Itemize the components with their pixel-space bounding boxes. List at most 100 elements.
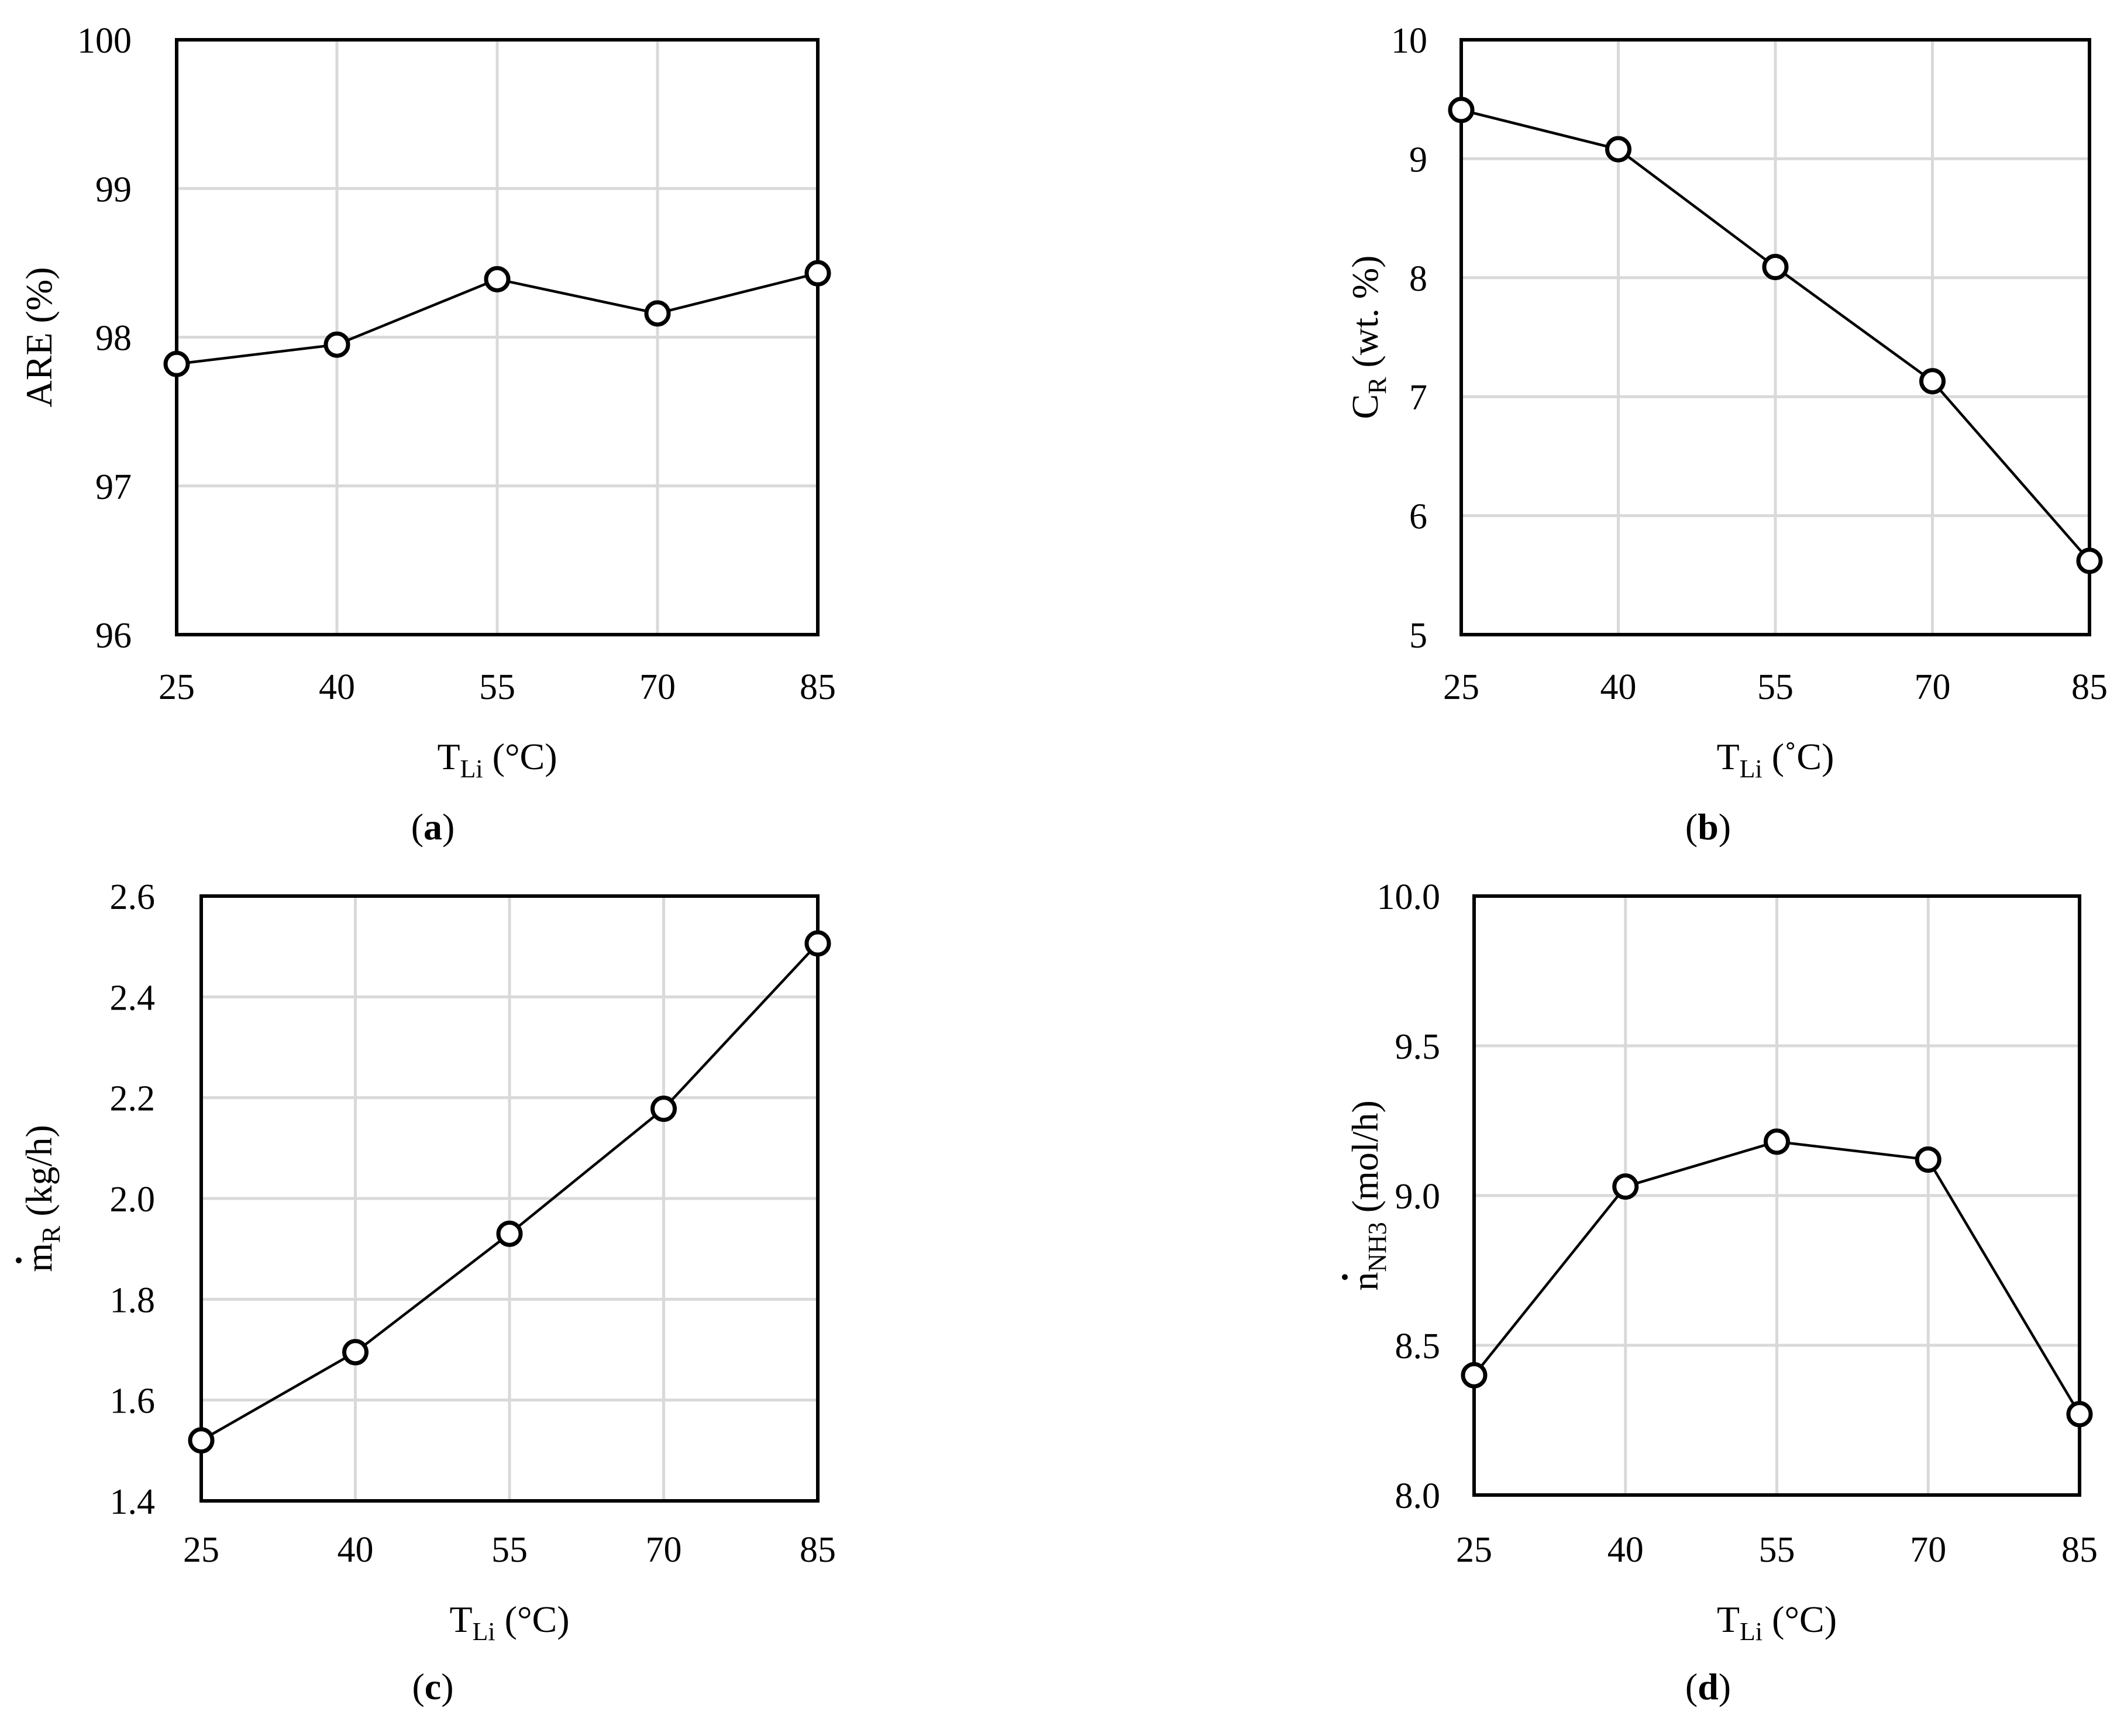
data-point xyxy=(496,1220,523,1247)
y-axis-title-unit: (wt. %) xyxy=(1344,256,1386,377)
panel-label-open: ( xyxy=(1685,1666,1698,1707)
y-tick-label: 9.5 xyxy=(1395,1027,1441,1067)
y-axis-title-subscript: NH3 xyxy=(1363,1222,1392,1272)
y-tick-label: 8.0 xyxy=(1395,1476,1441,1516)
x-tick-label: 40 xyxy=(1600,667,1637,707)
x-tick-label: 55 xyxy=(1759,1530,1795,1570)
x-tick-label: 25 xyxy=(1456,1530,1492,1570)
y-axis-title: nNH3 (mol/h) xyxy=(1344,1100,1392,1291)
x-tick-label: 25 xyxy=(1443,667,1479,707)
y-axis-title-subscript: R xyxy=(37,1225,66,1243)
x-tick-label: 55 xyxy=(491,1530,528,1570)
x-axis-title-main: T xyxy=(1717,1599,1740,1640)
plot-frame xyxy=(175,38,820,636)
panel-label-close: ) xyxy=(442,806,455,848)
panel-label-close: ) xyxy=(1719,806,1731,848)
panel-label: (a) xyxy=(411,806,455,848)
x-axis-title-main: T xyxy=(1717,736,1740,777)
data-point xyxy=(644,300,671,327)
x-axis-title-subscript: Li xyxy=(473,1617,495,1646)
panel-label-letter: b xyxy=(1698,806,1719,848)
y-tick-label: 96 xyxy=(95,616,132,656)
y-tick-label: 8.5 xyxy=(1395,1327,1441,1366)
data-point xyxy=(1461,1362,1488,1389)
x-axis-title: TLi (°C) xyxy=(1717,1599,1837,1646)
data-point xyxy=(804,930,831,957)
data-point xyxy=(1762,253,1789,280)
data-point xyxy=(2066,1401,2093,1428)
overdot-mark xyxy=(1342,1274,1348,1280)
y-tick-label: 98 xyxy=(95,319,132,359)
y-tick-label: 10 xyxy=(1391,21,1427,61)
x-tick-label: 85 xyxy=(2061,1530,2098,1570)
plot-frame xyxy=(199,894,820,1503)
panel-label-open: ( xyxy=(1685,806,1698,848)
x-tick-label: 25 xyxy=(159,667,195,707)
y-axis-title-main: n xyxy=(1344,1272,1386,1291)
x-axis-title-subscript: Li xyxy=(460,755,483,783)
panel-label-letter: c xyxy=(425,1666,441,1707)
panel-label-open: ( xyxy=(411,806,424,848)
x-axis-title-subscript: Li xyxy=(1740,755,1762,783)
y-tick-label: 9.0 xyxy=(1395,1177,1441,1217)
x-tick-label: 40 xyxy=(1607,1530,1644,1570)
chart-panel-c: 1.4 1.6 1.8 2.0 2.2 2.4 2.6 25 40 55 70 85 TLi (°C) m… xyxy=(16,877,836,1707)
panel-label-letter: a xyxy=(424,806,442,848)
chart-panel-b: 5 6 7 8 9 10 25 40 55 70 85 TLi (˚C) CR (wt. %) (b) xyxy=(1344,21,2108,848)
y-tick-label: 9 xyxy=(1409,140,1427,180)
panel-label-open: ( xyxy=(412,1666,424,1707)
x-axis-title: TLi (°C) xyxy=(437,736,557,783)
data-point xyxy=(323,331,350,358)
y-tick-label: 2.2 xyxy=(110,1079,156,1119)
x-axis-title-main: T xyxy=(437,736,460,777)
y-tick-label: 1.4 xyxy=(110,1482,156,1522)
x-tick-label: 85 xyxy=(800,1530,836,1570)
overdot-mark xyxy=(16,1257,22,1263)
y-tick-label: 100 xyxy=(77,21,132,61)
y-tick-label: 10.0 xyxy=(1377,877,1441,917)
x-axis-title-unit: (°C) xyxy=(495,1599,570,1640)
chart-panel-a: 96 97 98 99 100 25 40 55 70 85 TLi (°C) ARE (%) (a) xyxy=(18,21,836,848)
x-axis-title-subscript: Li xyxy=(1740,1617,1762,1646)
x-tick-label: 25 xyxy=(183,1530,219,1570)
y-axis-title: ARE (%) xyxy=(18,267,60,408)
x-tick-label: 85 xyxy=(800,667,836,707)
y-tick-label: 97 xyxy=(95,467,132,507)
plot-frame xyxy=(1459,38,2091,636)
data-point xyxy=(1764,1128,1790,1155)
y-axis-title-unit: (mol/h) xyxy=(1344,1100,1386,1222)
data-point xyxy=(1612,1173,1639,1200)
x-tick-label: 40 xyxy=(319,667,355,707)
x-tick-label: 70 xyxy=(1915,667,1951,707)
y-tick-label: 5 xyxy=(1409,616,1427,656)
data-point xyxy=(1919,368,1946,395)
y-axis-title-main: C xyxy=(1344,394,1386,419)
x-axis-title: TLi (°C) xyxy=(449,1599,569,1646)
y-tick-label: 99 xyxy=(95,170,132,209)
data-point xyxy=(1915,1146,1941,1173)
y-axis-title: mR (kg/h) xyxy=(18,1125,66,1272)
x-tick-label: 55 xyxy=(479,667,515,707)
y-tick-label: 1.8 xyxy=(110,1280,156,1320)
x-tick-label: 70 xyxy=(639,667,676,707)
panel-label: (d) xyxy=(1685,1666,1731,1707)
chart-panel-d: 8.0 8.5 9.0 9.5 10.0 25 40 55 70 85 TLi (°C) nNH3 (… xyxy=(1342,877,2098,1707)
x-axis-title-unit: (˚C) xyxy=(1762,736,1834,777)
panel-label: (c) xyxy=(412,1666,453,1707)
data-point xyxy=(484,266,511,292)
data-point xyxy=(342,1339,369,1366)
data-point xyxy=(188,1427,215,1454)
plot-frame xyxy=(1472,894,2081,1497)
x-axis-title: TLi (˚C) xyxy=(1717,736,1834,783)
panel-label: (b) xyxy=(1685,806,1731,848)
data-point xyxy=(2076,547,2103,574)
x-tick-label: 85 xyxy=(2071,667,2108,707)
data-point xyxy=(804,260,831,287)
y-axis-title: CR (wt. %) xyxy=(1344,256,1392,419)
x-tick-label: 40 xyxy=(338,1530,374,1570)
panel-label-letter: d xyxy=(1698,1666,1719,1707)
x-axis-title-unit: (°C) xyxy=(1762,1599,1837,1640)
panel-label-close: ) xyxy=(441,1666,453,1707)
x-tick-label: 55 xyxy=(1757,667,1793,707)
data-point xyxy=(650,1096,677,1122)
